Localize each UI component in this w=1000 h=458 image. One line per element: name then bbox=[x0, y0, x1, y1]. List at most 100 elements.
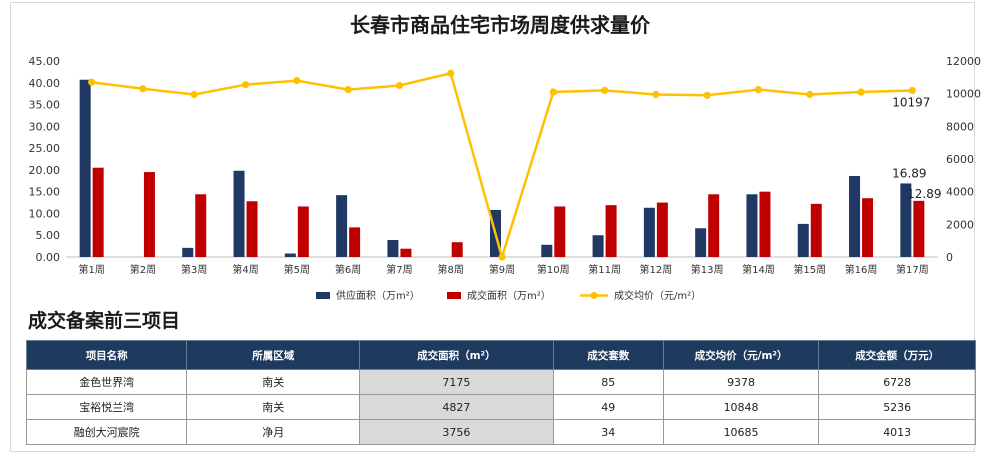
price-point bbox=[498, 253, 506, 261]
chart: 长春市商品住宅市场周度供求量价 0.00 5.00 10.00 15.00 20.00 2… bbox=[29, 13, 982, 302]
data-label-deal: 12.89 bbox=[907, 187, 941, 201]
bar-deal bbox=[297, 206, 309, 257]
cell-deal-area: 7175 bbox=[359, 369, 554, 395]
x-tick-label: 第6周 bbox=[335, 263, 361, 276]
bar-deal bbox=[862, 198, 874, 257]
x-tick-label: 第15周 bbox=[793, 263, 826, 276]
bar-supply bbox=[387, 240, 399, 257]
y-left-tick-label: 5.00 bbox=[36, 229, 61, 242]
y-right-tick-label: 0 bbox=[946, 251, 953, 264]
cell-deal-amount: 4013 bbox=[818, 419, 976, 445]
legend-marker-price bbox=[590, 292, 598, 299]
x-tick-label: 第2周 bbox=[130, 263, 156, 276]
bar-supply bbox=[284, 253, 296, 257]
x-tick-label: 第5周 bbox=[284, 263, 310, 276]
price-line bbox=[91, 71, 913, 262]
table-row: 融创大河宸院 净月 3756 34 10685 4013 bbox=[25, 419, 976, 445]
projects-table: 项目名称 所属区域 成交面积（m²） 成交套数 成交均价（元/m²） 成交金额（… bbox=[25, 340, 976, 445]
cell-deal-area: 4827 bbox=[359, 394, 554, 420]
y-right-tick-label: 2000 bbox=[946, 218, 974, 231]
cell-district: 南关 bbox=[186, 394, 361, 420]
x-tick-label: 第17周 bbox=[896, 263, 929, 276]
y-right-tick-label: 4000 bbox=[946, 186, 974, 199]
data-label-supply: 16.89 bbox=[892, 166, 926, 180]
bar-supply bbox=[79, 79, 91, 258]
legend-swatch-supply bbox=[316, 292, 330, 299]
bar-supply bbox=[900, 183, 912, 257]
table-row: 宝裕悦兰湾 南关 4827 49 10848 5236 bbox=[25, 394, 976, 420]
y-left-tick-label: 30.00 bbox=[29, 120, 61, 133]
price-point bbox=[344, 85, 352, 94]
cell-district: 南关 bbox=[186, 369, 361, 395]
header-deal-units: 成交套数 bbox=[552, 340, 664, 370]
header-deal-area: 成交面积（m²） bbox=[359, 340, 554, 370]
y-left-tick-label: 20.00 bbox=[29, 164, 61, 177]
bar-deal bbox=[708, 194, 720, 257]
cell-project-name: 宝裕悦兰湾 bbox=[25, 394, 188, 420]
x-tick-label: 第13周 bbox=[691, 263, 724, 276]
x-tick-label: 第4周 bbox=[232, 263, 258, 276]
bar-deal bbox=[451, 242, 463, 257]
y-left-tick-label: 40.00 bbox=[29, 77, 61, 90]
price-point bbox=[395, 81, 404, 90]
bar-supply bbox=[592, 235, 604, 257]
header-project-name: 项目名称 bbox=[25, 340, 188, 370]
legend-label-supply: 供应面积（万m²） bbox=[336, 289, 420, 302]
price-point bbox=[857, 88, 865, 96]
legend-label-deal: 成交面积（万m²） bbox=[467, 289, 551, 302]
cell-deal-units: 34 bbox=[552, 419, 664, 445]
price-point bbox=[293, 77, 301, 85]
price-point bbox=[190, 90, 198, 99]
y-right-tick-label: 8000 bbox=[946, 120, 974, 133]
x-tick-label: 第16周 bbox=[845, 263, 878, 276]
cell-project-name: 金色世界湾 bbox=[25, 369, 188, 395]
price-point bbox=[88, 78, 96, 86]
x-tick-label: 第1周 bbox=[78, 263, 104, 276]
y-left-tick-label: 25.00 bbox=[29, 142, 61, 155]
legend-label-price: 成交均价（元/m²） bbox=[614, 289, 701, 302]
bar-supply bbox=[643, 207, 655, 257]
cell-project-name: 融创大河宸院 bbox=[25, 419, 188, 445]
chart-title: 长春市商品住宅市场周度供求量价 bbox=[350, 13, 651, 37]
x-tick-label: 第7周 bbox=[386, 263, 412, 276]
price-point bbox=[754, 85, 763, 94]
y-right-tick-label: 6000 bbox=[946, 153, 974, 166]
y-left-tick-label: 35.00 bbox=[29, 99, 61, 112]
y-left-tick-label: 45.00 bbox=[29, 55, 61, 68]
bar-deal bbox=[92, 167, 104, 257]
bar-deal bbox=[400, 248, 412, 257]
x-tick-label: 第14周 bbox=[742, 263, 775, 276]
bar-supply bbox=[233, 170, 245, 257]
bar-deal bbox=[656, 202, 668, 257]
bar-deal bbox=[246, 201, 258, 257]
price-point bbox=[600, 86, 609, 94]
price-point bbox=[908, 86, 916, 95]
header-deal-amount: 成交金额（万元） bbox=[818, 340, 976, 370]
cell-deal-area: 3756 bbox=[359, 419, 554, 445]
chart-frame bbox=[10, 2, 975, 452]
price-point bbox=[447, 69, 455, 77]
table-row: 金色世界湾 南关 7175 85 9378 6728 bbox=[25, 369, 976, 395]
price-point bbox=[549, 88, 557, 96]
section-title: 成交备案前三项目 bbox=[28, 310, 181, 332]
x-tick-label: 第10周 bbox=[537, 263, 570, 276]
bar-supply bbox=[336, 195, 348, 257]
y-right-tick-label: 12000 bbox=[946, 55, 981, 68]
bar-deal bbox=[605, 205, 617, 257]
bar-supply bbox=[182, 247, 194, 257]
price-point bbox=[703, 91, 711, 99]
bar-deal bbox=[554, 206, 566, 257]
bar-deal bbox=[810, 203, 822, 257]
bar-deal bbox=[913, 200, 925, 257]
header-district: 所属区域 bbox=[186, 340, 361, 370]
price-point bbox=[806, 90, 814, 99]
table-header-row: 项目名称 所属区域 成交面积（m²） 成交套数 成交均价（元/m²） 成交金额（… bbox=[25, 340, 976, 370]
bar-supply bbox=[541, 244, 553, 257]
cell-district: 净月 bbox=[186, 419, 361, 445]
bar-deal bbox=[143, 172, 155, 257]
y-right-tick-label: 10000 bbox=[946, 88, 981, 101]
cell-deal-amount: 6728 bbox=[818, 369, 976, 395]
bar-deal bbox=[759, 191, 771, 257]
cell-deal-units: 85 bbox=[552, 369, 664, 395]
bar-supply bbox=[849, 175, 861, 257]
